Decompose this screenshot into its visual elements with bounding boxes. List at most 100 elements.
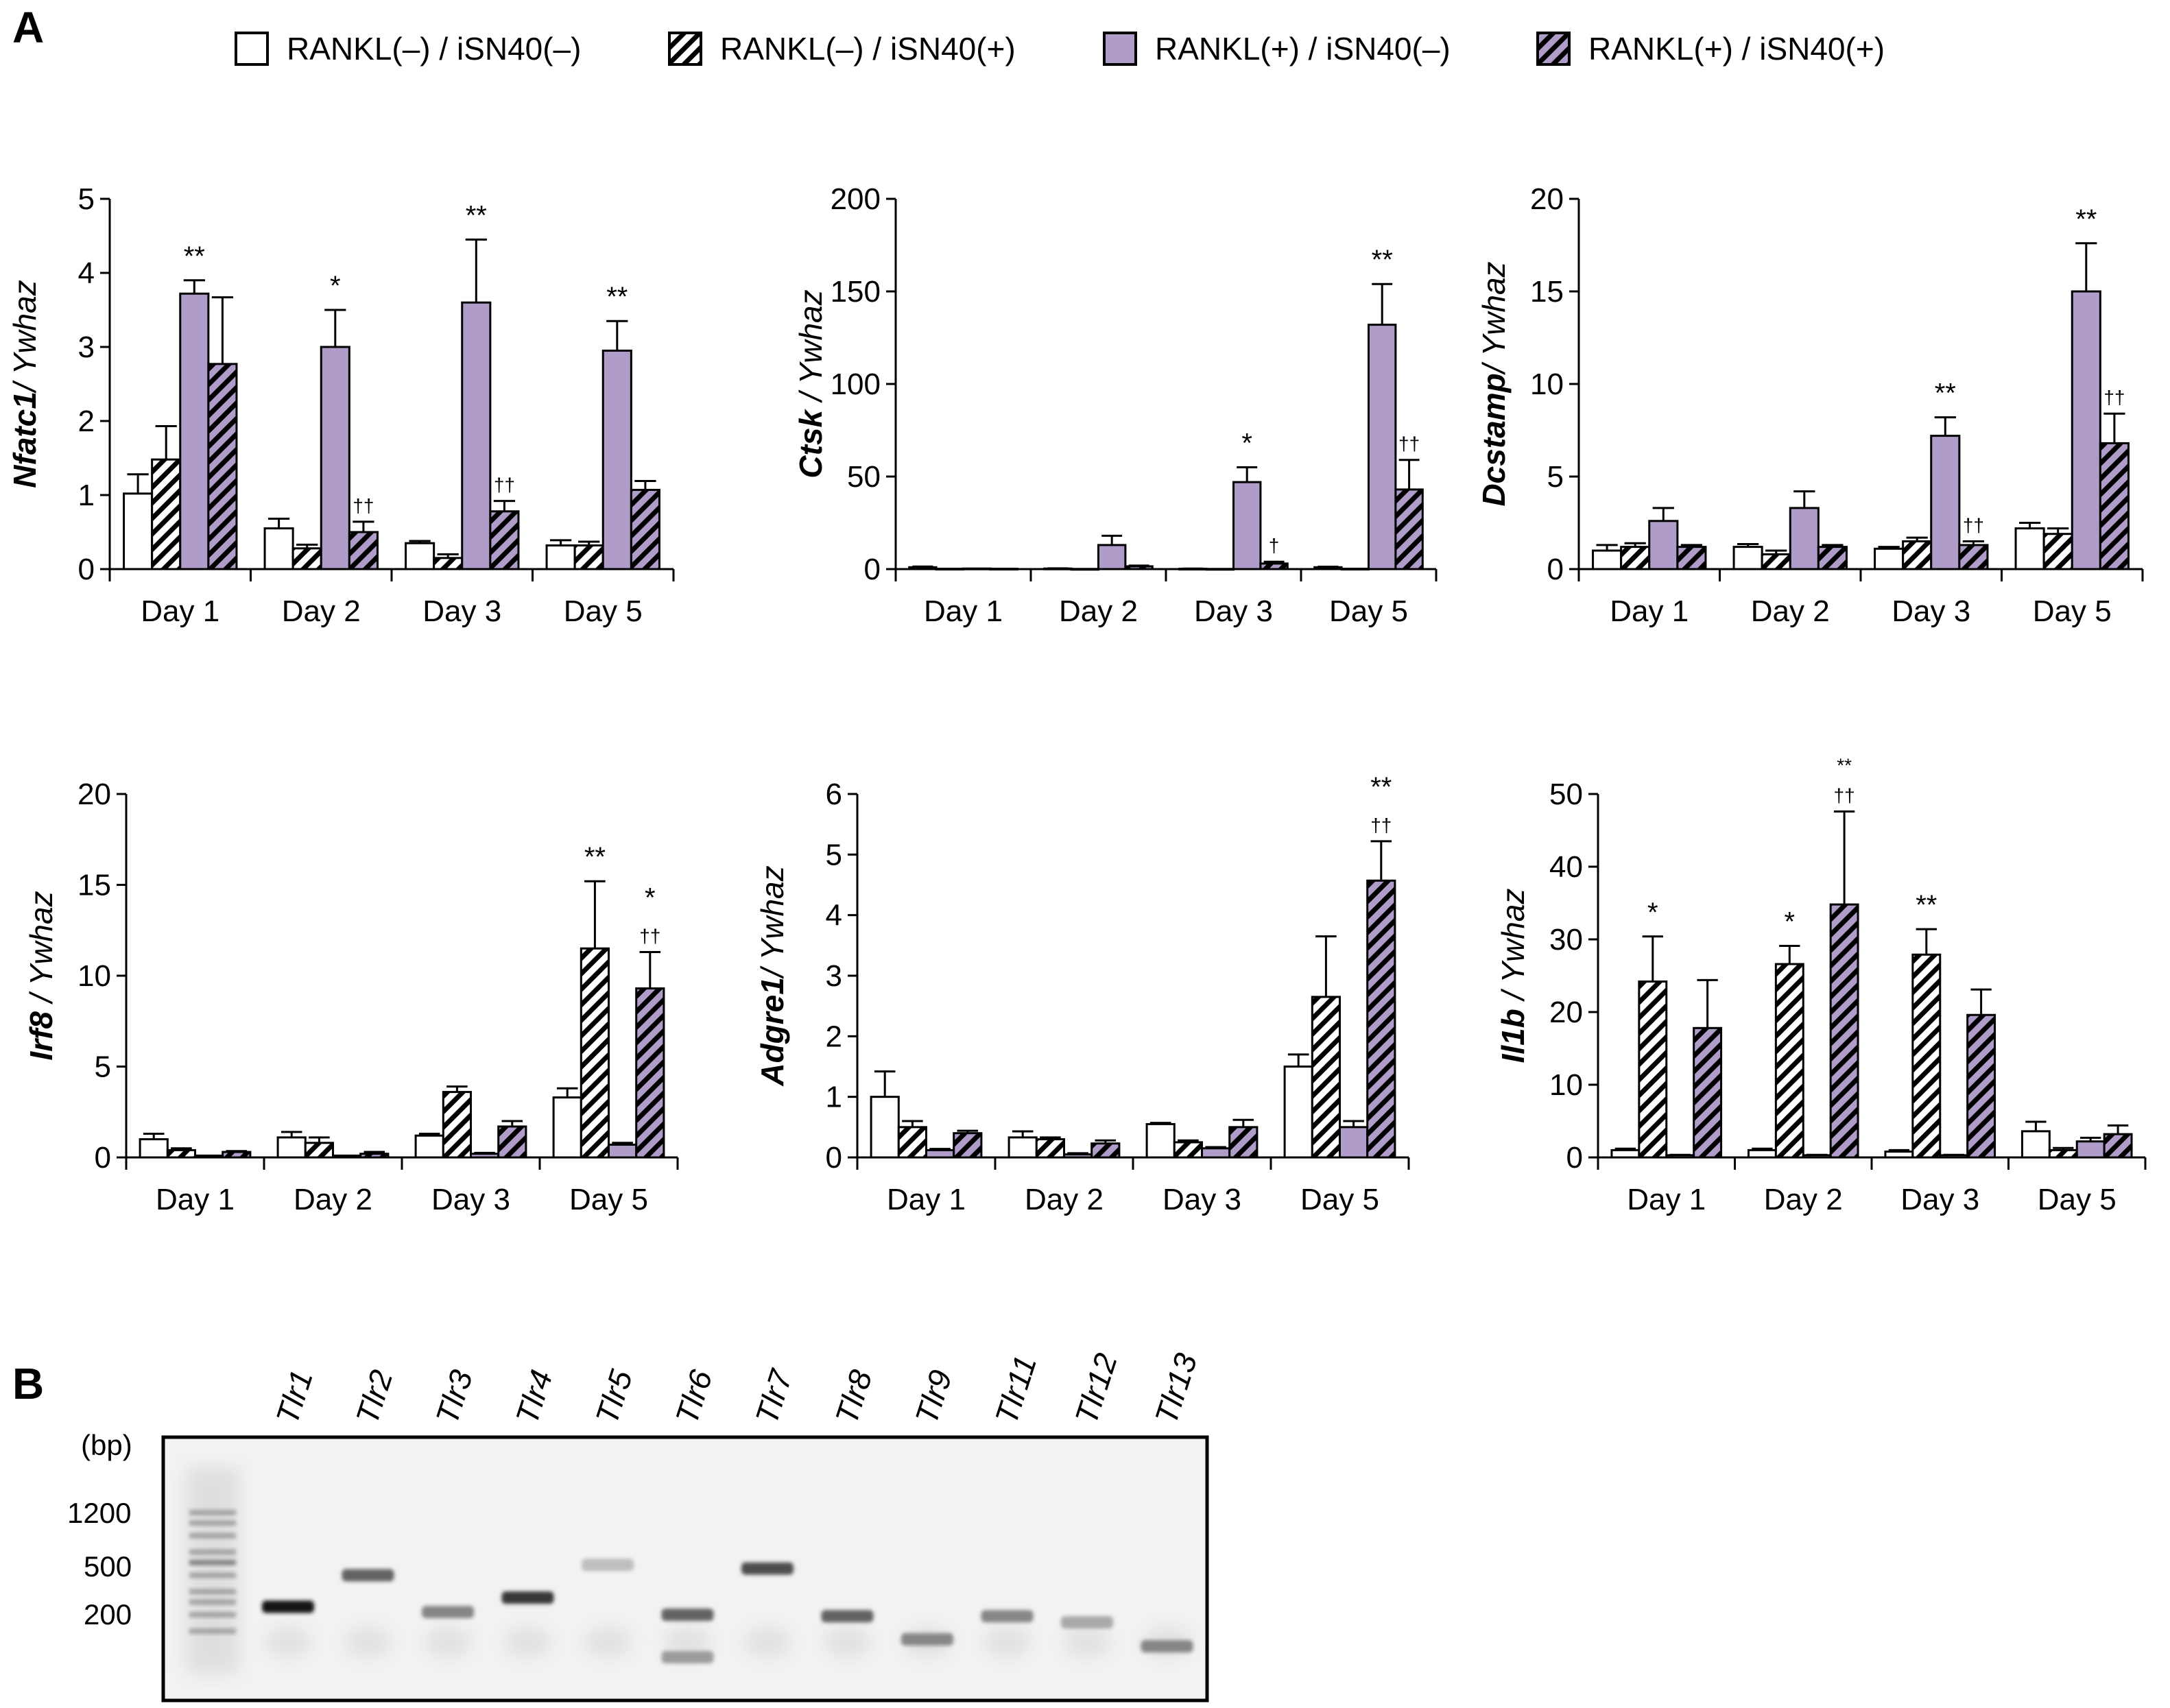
bar — [1368, 324, 1397, 570]
x-tick-label: Day 2 — [1764, 1183, 1843, 1216]
y-tick-label: 0 — [826, 1141, 842, 1175]
bar — [962, 567, 992, 570]
y-tick-label: 2 — [826, 1020, 842, 1053]
legend-label-3: RANKL(+) / iSN40(+) — [1588, 31, 1885, 67]
gel-band — [422, 1605, 474, 1618]
y-axis-suffix: / Ywhaz — [7, 280, 43, 394]
gel-band — [582, 1559, 634, 1572]
y-tick-label: 20 — [78, 778, 111, 811]
y-axis-suffix: / Ywhaz — [754, 865, 790, 979]
bar — [1173, 1141, 1204, 1159]
bar — [608, 1143, 638, 1159]
ladder-smear — [187, 1467, 239, 1673]
bar — [1070, 568, 1099, 571]
y-axis-suffix: / Ywhaz — [23, 891, 59, 1011]
bar — [1340, 567, 1370, 570]
bar — [2071, 290, 2101, 570]
y-tick-label: 2 — [78, 405, 95, 438]
bar — [2042, 533, 2073, 570]
bar — [1884, 1151, 1914, 1159]
significance-mark: †† — [1370, 815, 1392, 836]
y-tick-label: 50 — [847, 460, 881, 494]
bar — [405, 542, 436, 570]
gel-unit-label: (bp) — [81, 1429, 132, 1461]
bar — [1958, 544, 1989, 570]
y-tick-label: 0 — [864, 553, 881, 586]
bar — [580, 947, 610, 1159]
significance-mark: ** — [606, 282, 628, 312]
panel-a-label: A — [12, 3, 44, 52]
x-tick-label: Day 1 — [1627, 1183, 1706, 1216]
y-axis-label: Ctsk / Ywhaz — [793, 289, 828, 478]
bar — [601, 349, 632, 570]
ladder-band — [189, 1589, 236, 1595]
x-tick-label: Day 5 — [1329, 594, 1408, 628]
bar — [2014, 527, 2045, 570]
bar — [2099, 442, 2130, 570]
bar — [1339, 1126, 1369, 1159]
bar — [1124, 565, 1154, 570]
x-tick-label: Day 3 — [1892, 594, 1970, 628]
gel-band — [821, 1610, 874, 1623]
ladder-band — [189, 1612, 236, 1617]
bar — [1648, 520, 1679, 570]
y-axis-gene: Irf8 — [23, 1011, 59, 1061]
lane-smear — [744, 1627, 791, 1657]
y-axis-suffix: / Ywhaz — [793, 289, 828, 410]
significance-mark: †† — [639, 926, 660, 947]
y-tick-label: 5 — [78, 182, 95, 216]
bar — [291, 547, 322, 570]
bar — [194, 1154, 224, 1159]
gel-band — [1061, 1616, 1113, 1629]
bar — [1205, 568, 1235, 571]
bar — [304, 1142, 334, 1159]
gel-lanes — [187, 1467, 1193, 1673]
y-axis-label: Dcstamp/ Ywhaz — [1476, 261, 1512, 506]
bar — [348, 531, 379, 570]
bar — [1366, 879, 1396, 1159]
gel-band — [741, 1562, 794, 1575]
ladder-band — [189, 1572, 236, 1578]
bar — [1874, 547, 1905, 570]
x-tick-label: Day 5 — [2038, 1183, 2117, 1216]
x-tick-label: Day 2 — [1751, 594, 1830, 628]
lane-smear — [425, 1627, 471, 1657]
y-tick-label: 3 — [78, 330, 95, 364]
y-axis-gene: Adgre1 — [754, 977, 790, 1086]
bar — [1007, 1136, 1038, 1159]
x-tick-label: Day 2 — [1059, 594, 1138, 628]
bar — [442, 1091, 472, 1159]
ladder-band — [189, 1510, 236, 1515]
y-axis-label: Il1b / Ywhaz — [1495, 889, 1531, 1063]
gel-band — [262, 1600, 314, 1613]
bar — [470, 1153, 500, 1159]
bar — [1592, 549, 1623, 570]
bar — [359, 1153, 390, 1159]
legend-swatch-0 — [235, 32, 269, 66]
bar — [123, 492, 154, 570]
x-tick-label: Day 2 — [1025, 1183, 1104, 1216]
bar — [953, 1132, 983, 1159]
y-tick-label: 10 — [1530, 368, 1564, 401]
y-tick-label: 150 — [831, 275, 881, 309]
bar — [222, 1151, 252, 1159]
x-tick-label: Day 1 — [1610, 594, 1689, 628]
y-tick-label: 3 — [826, 959, 842, 993]
x-tick-label: Day 2 — [294, 1183, 372, 1216]
gel-lane-label: Tlr6 — [669, 1365, 719, 1428]
y-axis-gene: Ctsk — [793, 409, 828, 479]
bar — [1620, 546, 1651, 570]
bar — [320, 346, 350, 570]
x-tick-label: Day 1 — [887, 1183, 966, 1216]
y-axis-gene: Dcstamp — [1476, 373, 1512, 506]
bar — [414, 1134, 444, 1159]
bar — [2103, 1133, 2133, 1159]
y-tick-label: 4 — [78, 256, 95, 290]
gel-lane-label: Tlr13 — [1148, 1349, 1204, 1428]
bar — [1201, 1147, 1231, 1159]
x-tick-label: Day 3 — [1900, 1183, 1979, 1216]
x-tick-label: Day 2 — [282, 594, 361, 628]
bar — [897, 1126, 928, 1159]
y-tick-label: 0 — [95, 1141, 111, 1175]
